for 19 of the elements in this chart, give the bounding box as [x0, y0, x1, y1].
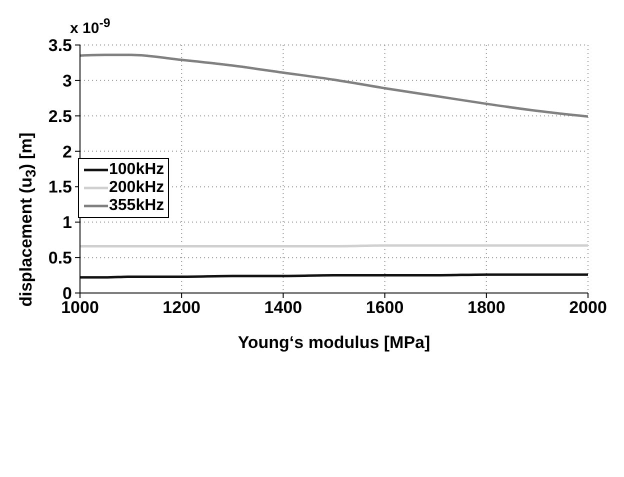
line-series	[80, 54, 588, 118]
x-tick-label: 1600	[366, 298, 404, 318]
y-tick-label: 1.5	[48, 178, 72, 197]
text: x 10$^{-9}$	[70, 16, 110, 37]
y-tick-label: 2	[62, 142, 72, 162]
legend-label: 100kHz	[109, 161, 164, 179]
x-tick-label: 1400	[264, 298, 302, 318]
x-axis-title: Young‘s modulus [MPa]	[238, 333, 430, 352]
x-tick-label: 1200	[162, 298, 201, 318]
x-tick-label: 1000	[61, 298, 99, 318]
y-tick-label: 2.5	[48, 106, 72, 126]
legend-label: 355kHz	[109, 197, 164, 215]
y-tick-label: 1	[62, 213, 72, 232]
x-tick-label: 2000	[569, 298, 607, 318]
x-tick-label: 1800	[467, 298, 506, 318]
y-tick-label: 0.5	[48, 248, 72, 268]
y-tick-label: 3	[62, 71, 72, 90]
y-tick-label: 3.5	[48, 36, 72, 56]
legend-label: 200kHz	[109, 179, 164, 197]
